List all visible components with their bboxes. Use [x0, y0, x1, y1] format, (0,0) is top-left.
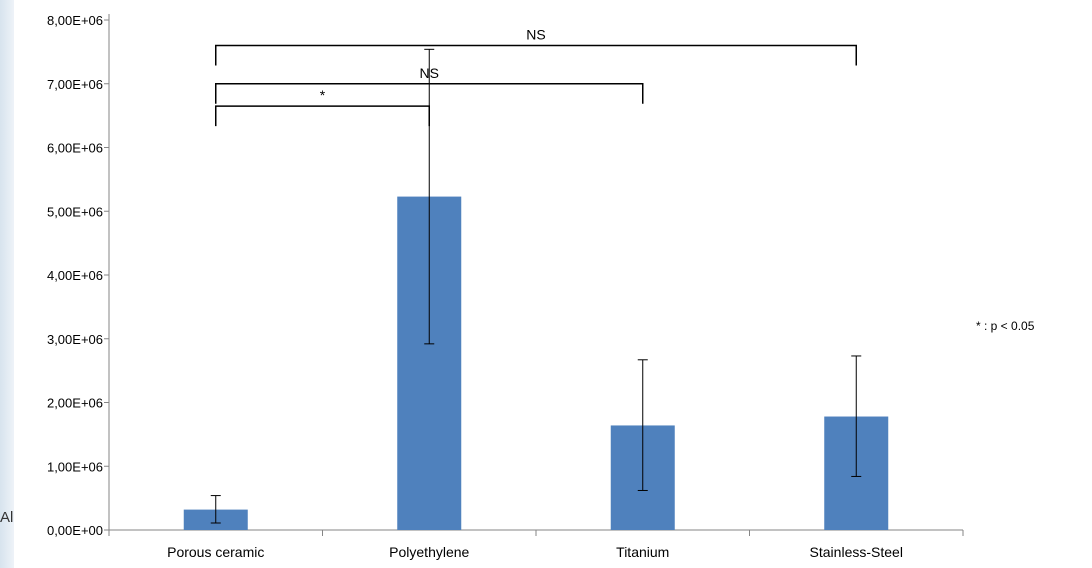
significance-label: NS [526, 27, 545, 43]
axes: 0,00E+00 1,00E+06 2,00E+06 3,00E+06 4,00E+06… [47, 13, 964, 560]
significance-bracket [215, 105, 430, 127]
bars [183, 196, 889, 530]
x-tick-label: Titanium [616, 544, 669, 560]
stray-text: Al [0, 509, 14, 526]
significance-bracket [215, 83, 644, 104]
left-background-strip [0, 0, 14, 568]
x-tick-label: Porous ceramic [167, 544, 264, 560]
y-tick-label: 1,00E+06 [47, 459, 103, 474]
y-tick-label: 3,00E+06 [47, 332, 103, 347]
y-tick-label: 8,00E+06 [47, 13, 103, 28]
x-tick-label: Stainless-Steel [810, 544, 903, 560]
y-tick-label: 4,00E+06 [47, 268, 103, 283]
y-tick-label: 2,00E+06 [47, 396, 103, 411]
significance-brackets: NS NS * [215, 27, 857, 127]
significance-label: * [320, 87, 326, 103]
y-tick-label: 0,00E+00 [47, 523, 103, 538]
x-tick-label: Polyethylene [389, 544, 469, 560]
y-tick-label: 5,00E+06 [47, 204, 103, 219]
significance-footnote: * : p < 0.05 [976, 319, 1035, 333]
y-tick-label: 7,00E+06 [47, 77, 103, 92]
significance-bracket [215, 44, 857, 66]
y-tick-label: 6,00E+06 [47, 141, 103, 156]
significance-label: NS [420, 65, 439, 81]
error-bars [210, 48, 862, 524]
